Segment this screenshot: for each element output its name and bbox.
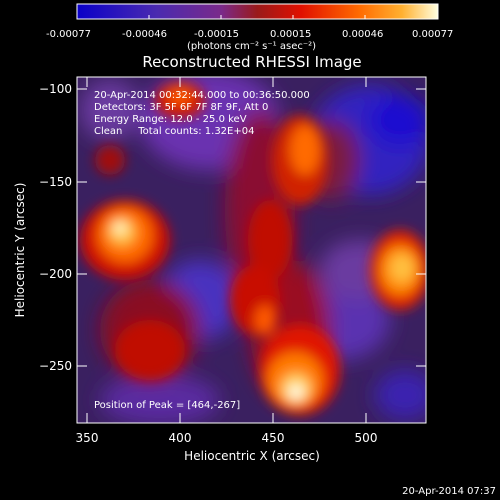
footer-date: 20-Apr-2014 07:37 [402, 486, 496, 497]
colorbar-tick-label: -0.00046 [122, 29, 167, 40]
y-tick-label: −150 [39, 175, 72, 189]
x-ticks [86, 77, 367, 423]
plot-frame [76, 76, 427, 424]
rhessi-image [77, 77, 426, 423]
colorbar-tick-label: -0.00077 [46, 29, 91, 40]
x-tick-label: 450 [262, 431, 285, 445]
info-time-range: 20-Apr-2014 00:32:44.000 to 00:36:50.000 [94, 90, 310, 101]
y-tick-label: −100 [39, 82, 72, 96]
colorbar-units: (photons cm⁻² s⁻¹ asec⁻²) [187, 41, 316, 52]
y-ticks [77, 88, 426, 367]
colorbar-tick-label: 0.00015 [270, 29, 311, 40]
info-energy-range: Energy Range: 12.0 - 25.0 keV [94, 114, 247, 125]
plot-title: Reconstructed RHESSI Image [142, 53, 361, 71]
y-axis-label: Heliocentric Y (arcsec) [13, 183, 27, 318]
info-clean-counts: Clean Total counts: 1.32E+04 [94, 126, 254, 137]
x-tick-label: 500 [355, 431, 378, 445]
colorbar-tick-label: -0.00015 [194, 29, 239, 40]
info-detectors: Detectors: 3F 5F 6F 7F 8F 9F, Att 0 [94, 102, 268, 113]
peak-position: Position of Peak = [464,-267] [94, 400, 240, 411]
y-tick-label: −200 [39, 267, 72, 281]
colorbar-ticks [76, 15, 439, 19]
x-tick-label: 400 [169, 431, 192, 445]
y-tick-label: −250 [39, 359, 72, 373]
x-tick-label: 350 [76, 431, 99, 445]
colorbar-tick-label: 0.00046 [342, 29, 383, 40]
x-axis-label: Heliocentric X (arcsec) [184, 449, 320, 463]
colorbar [76, 3, 439, 20]
colorbar-tick-label: 0.00077 [412, 29, 453, 40]
